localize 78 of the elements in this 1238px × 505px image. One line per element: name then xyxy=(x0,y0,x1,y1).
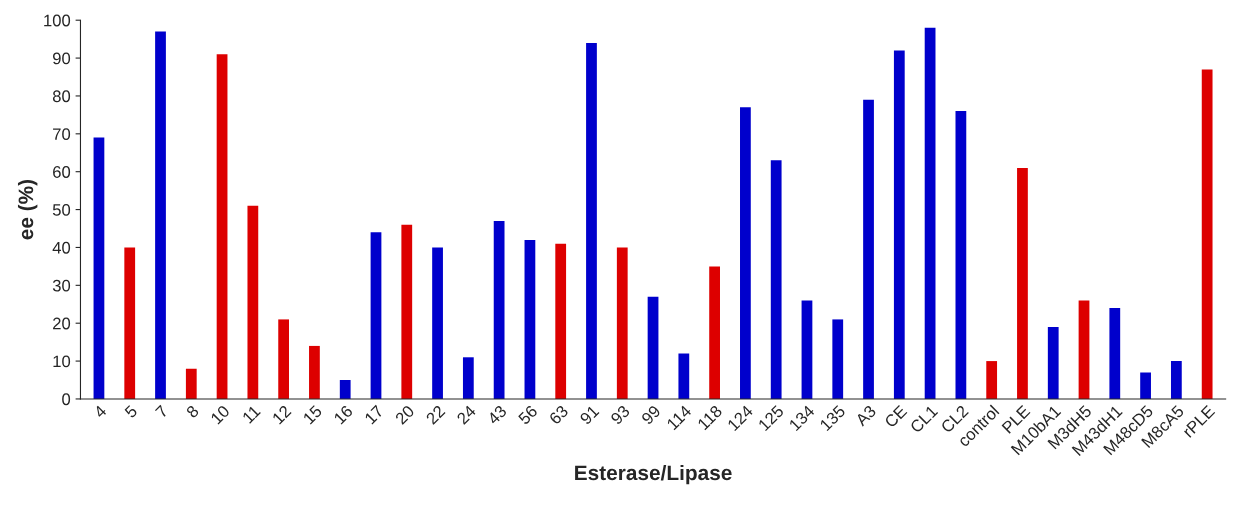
y-tick-label: 80 xyxy=(52,90,71,103)
bar xyxy=(986,361,998,399)
bar xyxy=(586,42,597,399)
x-tick-label: 43 xyxy=(486,404,508,426)
y-tick-label: 60 xyxy=(53,166,71,178)
bar xyxy=(309,345,320,399)
bar xyxy=(216,54,228,399)
bar xyxy=(893,50,905,399)
x-tick-label: A3 xyxy=(854,404,877,427)
y-axis-title: ee (%) xyxy=(17,179,38,240)
y-tick-label: 70 xyxy=(53,128,71,141)
y-tick-label: 30 xyxy=(52,279,71,292)
x-axis-title: Esterase/Lipase xyxy=(575,464,732,485)
x-tick-label: 56 xyxy=(517,404,539,426)
bar xyxy=(770,160,782,399)
bar xyxy=(155,31,166,399)
bar xyxy=(462,357,474,399)
bar xyxy=(370,232,382,399)
x-tick-label: 10 xyxy=(210,404,231,425)
bar xyxy=(832,319,844,399)
bar xyxy=(401,224,413,399)
x-tick-label: 4 xyxy=(93,404,108,419)
bar xyxy=(1047,326,1059,399)
bar xyxy=(616,247,628,399)
x-tick-label: 20 xyxy=(394,404,415,425)
bar xyxy=(247,205,259,399)
y-tick-label: 90 xyxy=(52,52,71,65)
x-tick-label: 91 xyxy=(579,404,600,426)
x-tick-label: 93 xyxy=(610,404,631,426)
x-tick-label: 16 xyxy=(333,404,354,425)
y-tick-label: 40 xyxy=(52,241,71,254)
x-tick-label: 134 xyxy=(788,404,816,432)
bar xyxy=(1017,167,1028,399)
y-tick-label: 50 xyxy=(52,203,71,216)
bar xyxy=(278,319,290,399)
bar xyxy=(1201,69,1213,399)
x-tick-label: 11 xyxy=(241,404,261,424)
bar xyxy=(1170,361,1182,399)
bar xyxy=(1078,300,1090,399)
bar xyxy=(185,368,197,399)
x-tick-label: 63 xyxy=(548,404,569,425)
x-tick-label: 7 xyxy=(154,404,169,419)
bar xyxy=(124,247,136,399)
x-tick-label: CL1 xyxy=(909,404,939,434)
bar xyxy=(801,300,813,399)
bar xyxy=(678,353,690,399)
x-tick-label: 125 xyxy=(757,404,785,432)
bar xyxy=(432,247,443,399)
x-tick-label: CE xyxy=(883,404,908,429)
x-tick-label: 124 xyxy=(726,404,754,432)
x-tick-label: 15 xyxy=(302,404,323,425)
x-tick-label: 8 xyxy=(185,404,200,419)
bar xyxy=(493,220,505,399)
bar xyxy=(955,111,967,399)
y-tick-label: 20 xyxy=(53,317,71,330)
bar xyxy=(555,243,567,399)
x-tick-label: 99 xyxy=(640,404,662,426)
x-tick-label: 114 xyxy=(666,404,693,431)
y-tick-label: 0 xyxy=(62,393,71,406)
x-tick-label: 17 xyxy=(364,404,384,425)
x-tick-label: 5 xyxy=(124,404,138,419)
bar xyxy=(1140,372,1151,399)
y-tick-label: 100 xyxy=(44,14,71,27)
bar xyxy=(924,27,936,399)
bar xyxy=(93,137,105,399)
bar xyxy=(863,99,874,399)
x-tick-label: 24 xyxy=(456,404,477,425)
bar xyxy=(524,239,536,399)
x-tick-label: 22 xyxy=(425,404,446,425)
bar xyxy=(1109,308,1121,399)
bar xyxy=(709,266,720,399)
bar xyxy=(339,380,351,399)
x-tick-label: 12 xyxy=(271,404,292,425)
x-tick-label: 135 xyxy=(819,404,846,432)
bar xyxy=(647,296,659,399)
bar xyxy=(740,107,751,399)
y-tick-label: 10 xyxy=(53,355,71,368)
x-tick-label: 118 xyxy=(697,404,723,431)
